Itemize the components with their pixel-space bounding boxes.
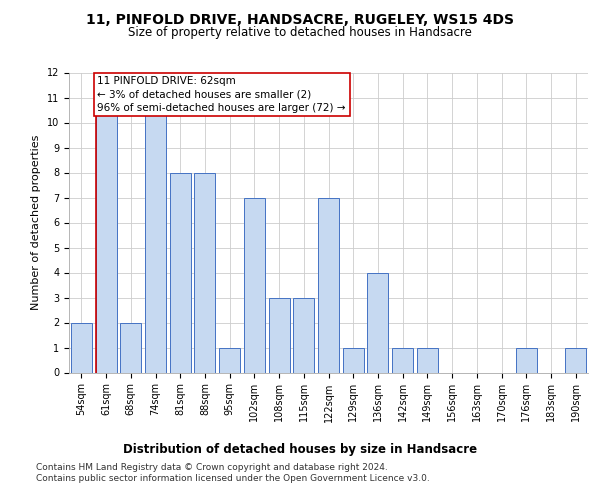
Text: Distribution of detached houses by size in Handsacre: Distribution of detached houses by size … bbox=[123, 442, 477, 456]
Text: Contains public sector information licensed under the Open Government Licence v3: Contains public sector information licen… bbox=[36, 474, 430, 483]
Text: Size of property relative to detached houses in Handsacre: Size of property relative to detached ho… bbox=[128, 26, 472, 39]
Bar bbox=[417, 348, 438, 372]
Bar bbox=[516, 348, 537, 372]
Bar bbox=[293, 298, 314, 372]
Bar bbox=[392, 348, 413, 372]
Bar bbox=[244, 198, 265, 372]
Bar bbox=[194, 172, 215, 372]
Bar bbox=[318, 198, 339, 372]
Bar bbox=[71, 322, 92, 372]
Text: Contains HM Land Registry data © Crown copyright and database right 2024.: Contains HM Land Registry data © Crown c… bbox=[36, 462, 388, 471]
Bar bbox=[367, 272, 388, 372]
Text: 11 PINFOLD DRIVE: 62sqm
← 3% of detached houses are smaller (2)
96% of semi-deta: 11 PINFOLD DRIVE: 62sqm ← 3% of detached… bbox=[97, 76, 346, 112]
Bar bbox=[120, 322, 141, 372]
Bar bbox=[219, 348, 240, 372]
Bar bbox=[343, 348, 364, 372]
Bar bbox=[95, 98, 116, 372]
Y-axis label: Number of detached properties: Number of detached properties bbox=[31, 135, 41, 310]
Bar bbox=[269, 298, 290, 372]
Bar bbox=[565, 348, 586, 372]
Bar bbox=[170, 172, 191, 372]
Text: 11, PINFOLD DRIVE, HANDSACRE, RUGELEY, WS15 4DS: 11, PINFOLD DRIVE, HANDSACRE, RUGELEY, W… bbox=[86, 12, 514, 26]
Bar bbox=[145, 98, 166, 372]
